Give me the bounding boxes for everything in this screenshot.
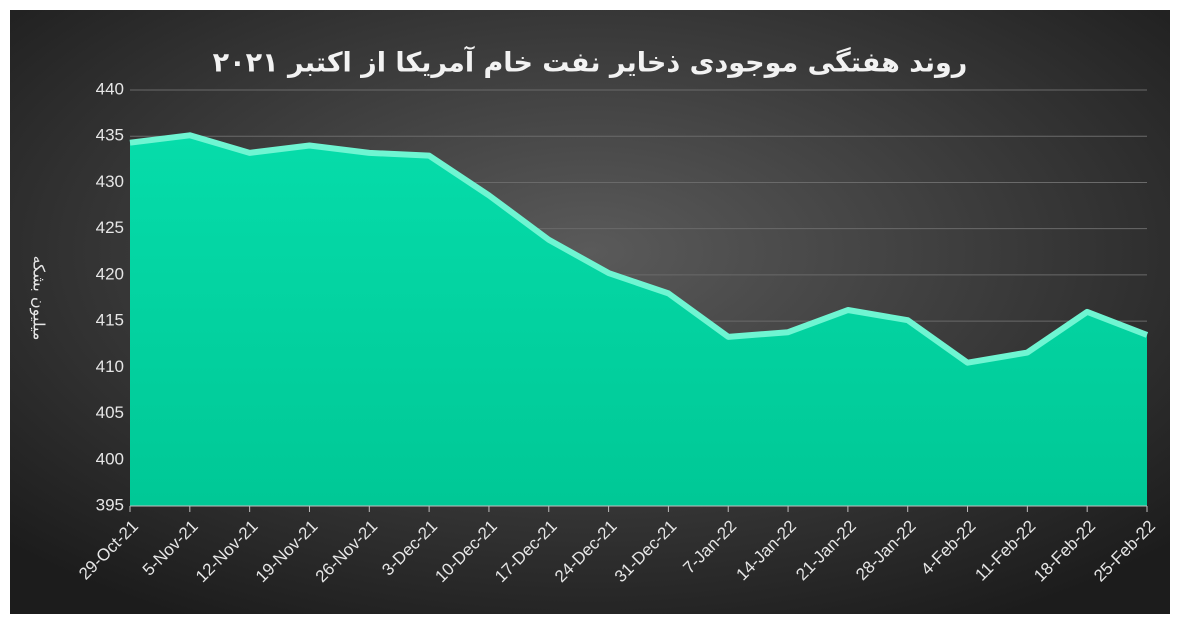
chart-title: روند هفتگی موجودی ذخایر نفت خام آمریکا ا…	[213, 46, 968, 79]
area	[130, 135, 1147, 506]
area-edge	[129, 132, 1149, 366]
y-tick-label: 435	[96, 126, 124, 145]
y-tick-label: 415	[96, 311, 124, 330]
y-tick-label: 440	[96, 79, 124, 98]
y-tick-label: 430	[96, 172, 124, 191]
y-tick-label: 400	[96, 449, 124, 468]
y-tick-label: 395	[96, 495, 124, 514]
y-tick-label: 420	[96, 264, 124, 283]
y-tick-label: 405	[96, 403, 124, 422]
y-tick-label: 425	[96, 218, 124, 237]
y-axis-label: میلیون بشکه	[29, 256, 49, 341]
y-tick-label: 410	[96, 357, 124, 376]
